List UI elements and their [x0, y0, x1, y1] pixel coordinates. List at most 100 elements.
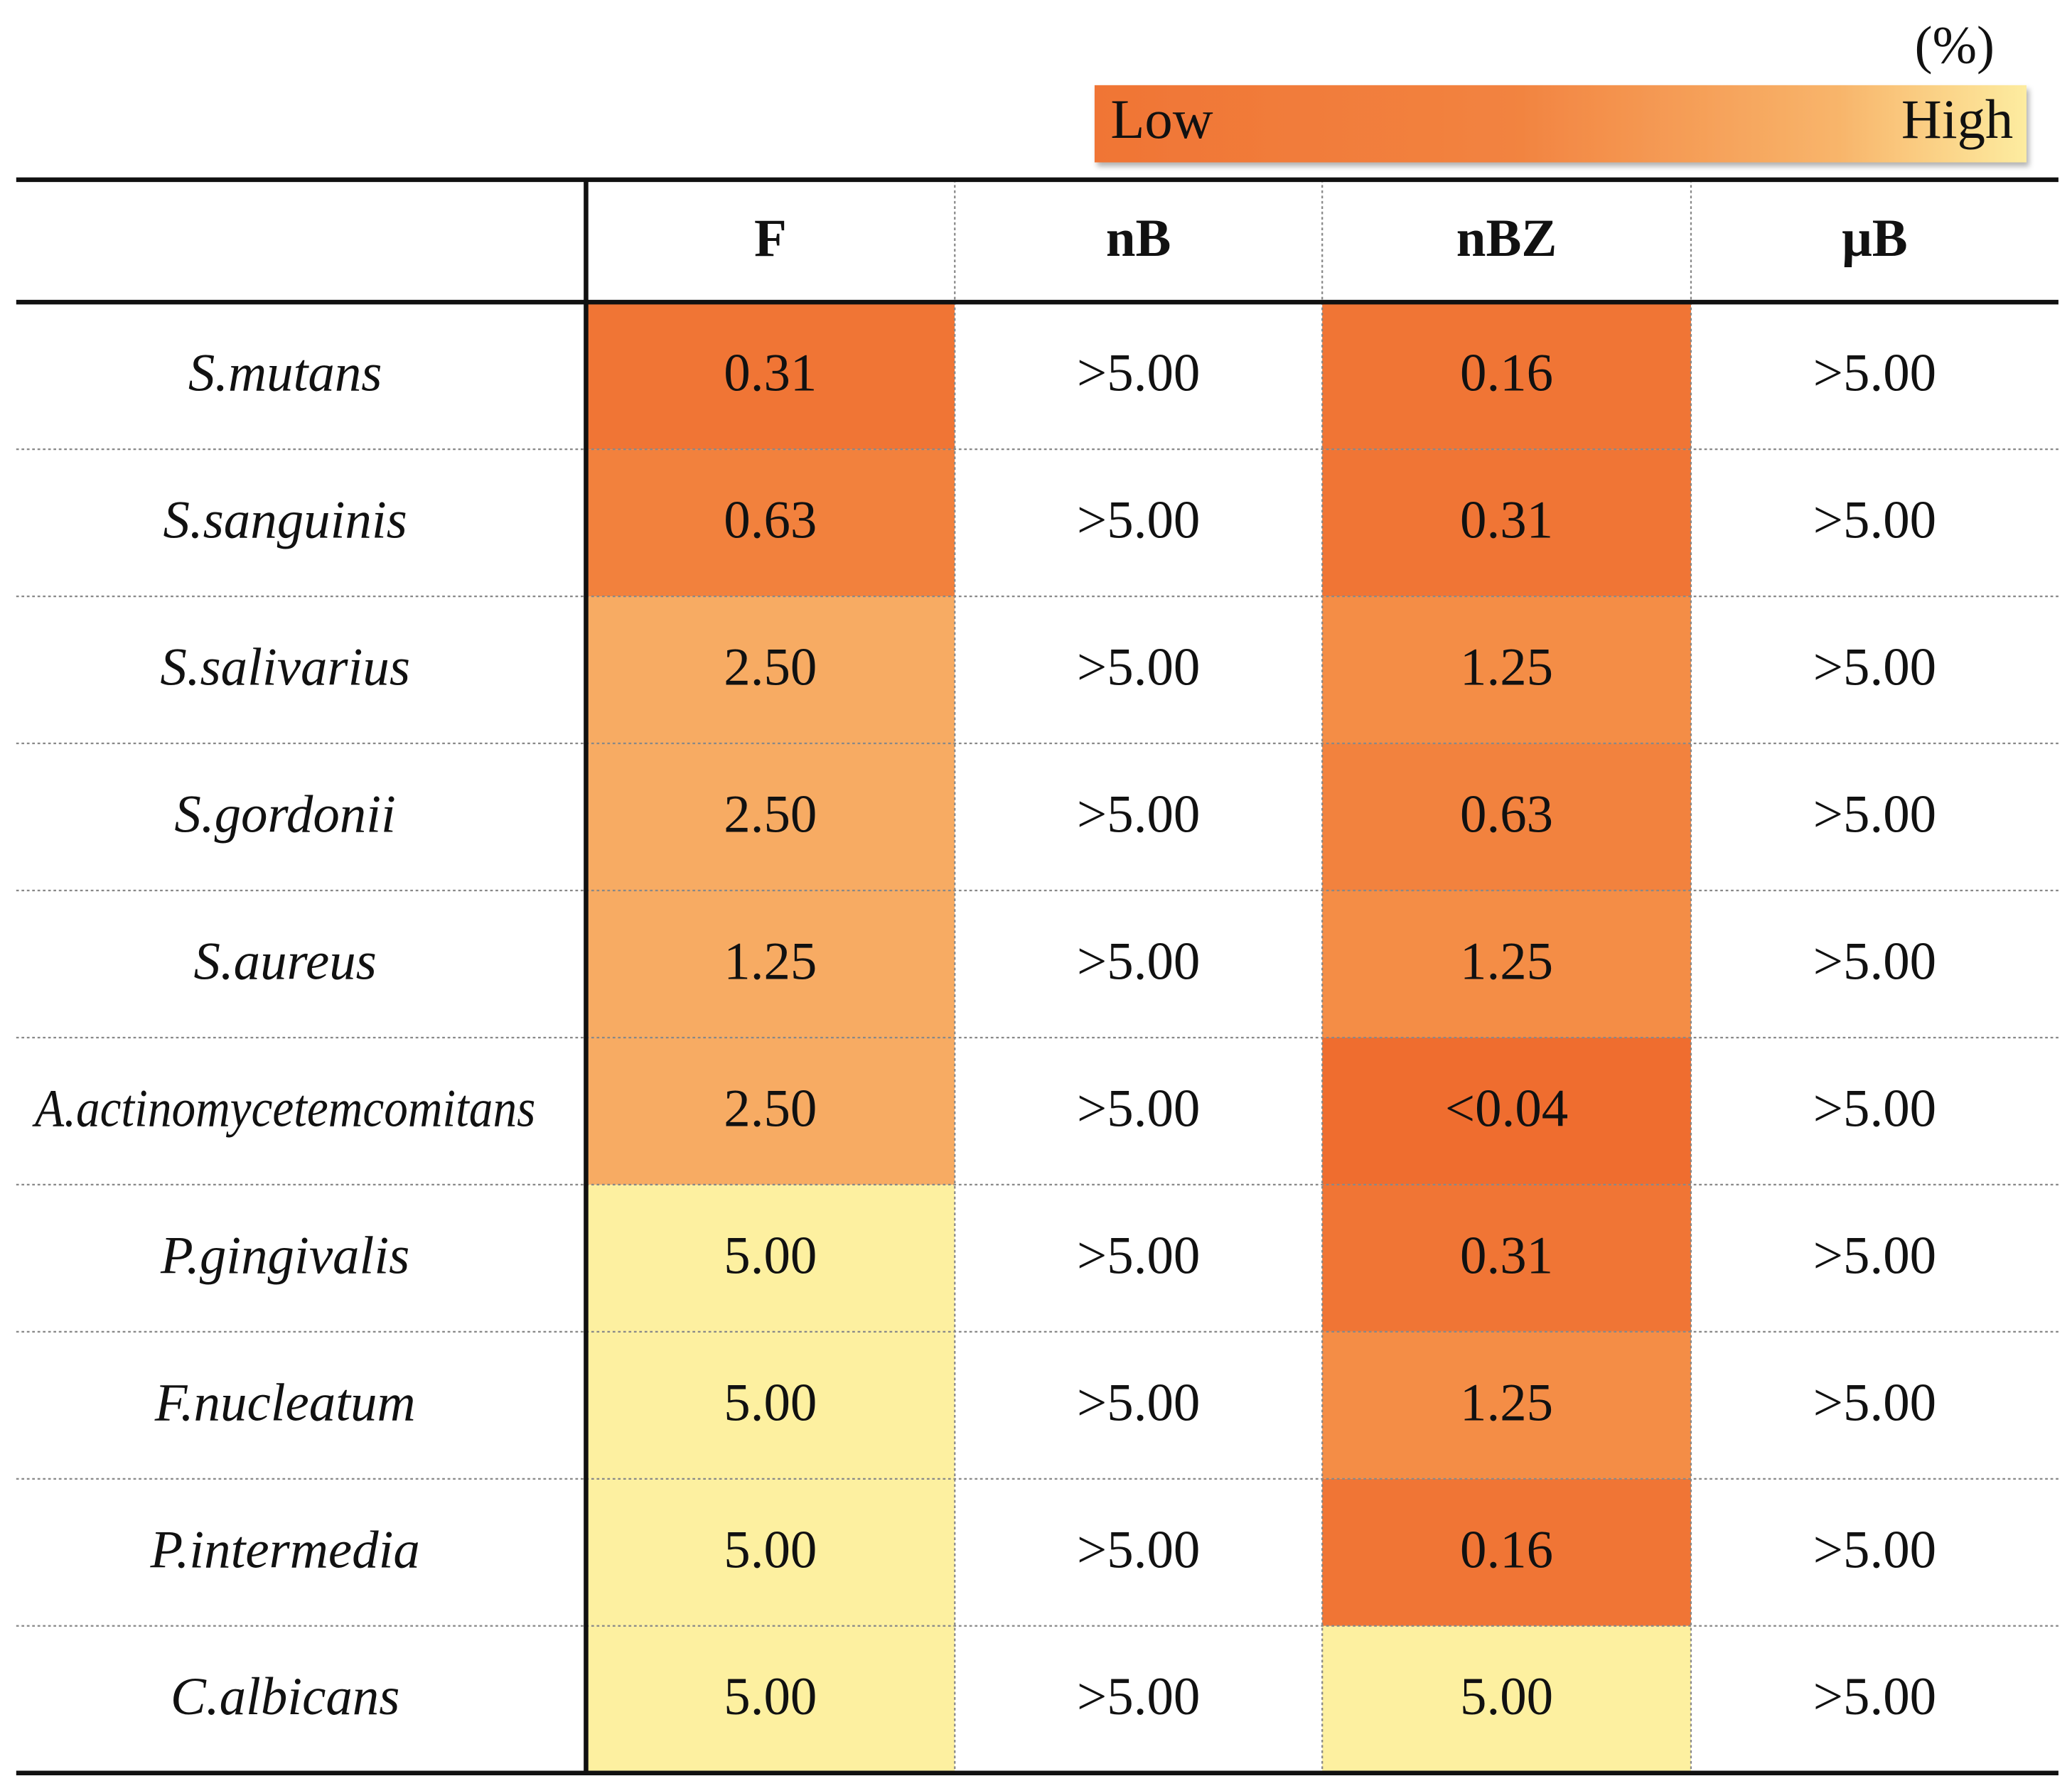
cell-value: >5.00 — [1813, 1226, 1936, 1285]
cell-background — [1322, 1478, 1691, 1626]
species-name: P.intermedia — [149, 1520, 419, 1579]
cell-value: 2.50 — [724, 785, 817, 844]
cell-background — [586, 743, 955, 890]
cell-background — [1322, 1625, 1691, 1773]
cell-background — [1322, 1037, 1691, 1185]
cell-value: 1.25 — [724, 932, 817, 991]
cell-background — [955, 1625, 1323, 1773]
cell-value: 0.31 — [1460, 1226, 1553, 1285]
cell-background — [1322, 596, 1691, 744]
cell-background — [955, 1331, 1323, 1479]
cell-value: 1.25 — [1460, 1373, 1553, 1432]
cell-background — [586, 1625, 955, 1773]
species-name: C.albicans — [171, 1667, 400, 1726]
cell-value: 0.31 — [724, 344, 817, 403]
cell-value: >5.00 — [1077, 1373, 1200, 1432]
cell-background — [1322, 743, 1691, 890]
cell-background — [1690, 1331, 2058, 1479]
cell-background — [1690, 1478, 2058, 1626]
cell-background — [586, 1037, 955, 1185]
species-name: S.sanguinis — [163, 491, 407, 550]
cell-value: 5.00 — [724, 1520, 817, 1579]
cell-background — [586, 1331, 955, 1479]
cell-value: >5.00 — [1813, 932, 1936, 991]
cell-background — [955, 449, 1323, 597]
cell-background — [955, 302, 1323, 450]
cell-value: 0.63 — [724, 491, 817, 550]
cell-value: <0.04 — [1445, 1079, 1568, 1138]
cell-value: >5.00 — [1077, 1079, 1200, 1138]
cell-value: >5.00 — [1077, 932, 1200, 991]
cell-background — [1690, 743, 2058, 890]
species-name: S.mutans — [188, 344, 382, 403]
column-header: nBZ — [1456, 209, 1557, 268]
cell-value: >5.00 — [1077, 491, 1200, 550]
cell-value: 2.50 — [724, 1079, 817, 1138]
cell-value: 2.50 — [724, 637, 817, 696]
cell-background — [586, 1478, 955, 1626]
cell-value: >5.00 — [1813, 344, 1936, 403]
cell-background — [955, 1184, 1323, 1332]
cell-value: 5.00 — [1460, 1667, 1553, 1726]
column-header: μB — [1842, 209, 1907, 268]
species-name: P.gingivalis — [160, 1226, 409, 1285]
scale-high-label: High — [1901, 89, 2013, 151]
cell-value: >5.00 — [1813, 1520, 1936, 1579]
cell-background — [1690, 449, 2058, 597]
unit-label: (%) — [1915, 16, 1995, 75]
cell-value: 5.00 — [724, 1667, 817, 1726]
cell-value: 0.63 — [1460, 785, 1553, 844]
cell-value: >5.00 — [1077, 1520, 1200, 1579]
cell-value: >5.00 — [1077, 1667, 1200, 1726]
cell-background — [955, 596, 1323, 744]
cell-background — [1690, 1037, 2058, 1185]
scale-low-label: Low — [1110, 89, 1213, 151]
cell-background — [1322, 890, 1691, 1038]
cell-background — [1690, 1625, 2058, 1773]
species-name: F.nucleatum — [154, 1373, 416, 1432]
color-scale — [1094, 85, 2027, 163]
cell-background — [586, 302, 955, 450]
cell-background — [586, 449, 955, 597]
cell-value: >5.00 — [1813, 1373, 1936, 1432]
cell-value: >5.00 — [1813, 1667, 1936, 1726]
cell-background — [586, 1184, 955, 1332]
column-header: nB — [1106, 209, 1171, 268]
cell-background — [955, 743, 1323, 890]
cell-background — [1322, 1184, 1691, 1332]
cell-value: 0.31 — [1460, 491, 1553, 550]
cell-value: >5.00 — [1077, 785, 1200, 844]
cell-background — [955, 890, 1323, 1038]
cell-value: 0.16 — [1460, 1520, 1553, 1579]
cell-value: 5.00 — [724, 1226, 817, 1285]
species-name: A.actinomycetemcomitans — [32, 1079, 536, 1138]
species-name: S.aureus — [194, 932, 377, 991]
cell-background — [1322, 449, 1691, 597]
cell-background — [1322, 1331, 1691, 1479]
cell-value: >5.00 — [1813, 785, 1936, 844]
cell-value: 1.25 — [1460, 932, 1553, 991]
cell-background — [586, 890, 955, 1038]
cell-background — [1690, 890, 2058, 1038]
cell-value: >5.00 — [1813, 491, 1936, 550]
cell-value: >5.00 — [1077, 637, 1200, 696]
cell-value: >5.00 — [1077, 1226, 1200, 1285]
cell-background — [955, 1478, 1323, 1626]
cell-background — [1690, 1184, 2058, 1332]
cell-value: 5.00 — [724, 1373, 817, 1432]
cell-background — [955, 1037, 1323, 1185]
cell-background — [1690, 596, 2058, 744]
cell-background — [1690, 302, 2058, 450]
cell-background — [586, 596, 955, 744]
cell-value: 0.16 — [1460, 344, 1553, 403]
column-header: F — [754, 209, 787, 268]
cell-value: >5.00 — [1077, 344, 1200, 403]
cell-value: 1.25 — [1460, 637, 1553, 696]
cell-background — [1322, 302, 1691, 450]
species-name: S.gordonii — [174, 785, 395, 844]
species-name: S.salivarius — [160, 637, 410, 696]
cell-value: >5.00 — [1813, 637, 1936, 696]
cell-value: >5.00 — [1813, 1079, 1936, 1138]
